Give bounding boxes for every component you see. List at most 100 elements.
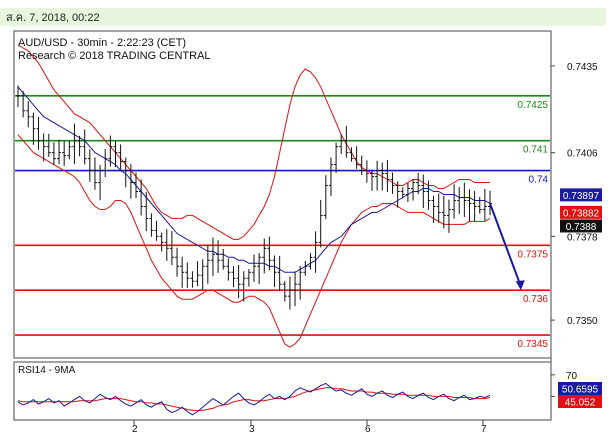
price-bar-24 — [139, 179, 144, 216]
price-bar-78 — [416, 172, 421, 195]
price-bar-77 — [411, 179, 416, 201]
price-bar-23 — [134, 172, 138, 199]
svg-text:0.7388: 0.7388 — [566, 222, 597, 233]
price-bar-53 — [287, 276, 292, 310]
price-bar-38 — [210, 237, 215, 277]
price-bar-46 — [252, 254, 256, 282]
rsi-panel-frame — [13, 361, 552, 421]
price-bar-15 — [92, 157, 97, 190]
x-tick-label-3: 7 — [481, 424, 487, 435]
price-bar-12 — [77, 135, 82, 157]
y-tick-label-2: 0.7378 — [567, 232, 598, 243]
price-bar-82 — [436, 193, 441, 223]
price-bar-67 — [359, 155, 364, 176]
price-bar-64 — [344, 125, 349, 158]
price-bar-86 — [457, 187, 462, 214]
rsi-title: RSI14 - 9MA — [18, 365, 76, 376]
level-label-4: 0.736 — [523, 294, 548, 305]
svg-text:0.73882: 0.73882 — [563, 208, 600, 219]
price-bar-0 — [16, 85, 20, 108]
level-label-0: 0.7425 — [517, 100, 548, 111]
price-bar-41 — [226, 258, 231, 281]
price-bar-19 — [113, 141, 118, 168]
chart-title: AUD/USD - 30min - 2:22:23 (CET) — [18, 37, 186, 49]
price-bar-43 — [236, 264, 241, 299]
price-bar-71 — [380, 162, 385, 191]
price-bar-7 — [51, 142, 56, 166]
bollinger-lower — [17, 134, 491, 348]
level-label-3: 0.7375 — [517, 249, 548, 260]
svg-text:0.73897: 0.73897 — [563, 191, 600, 202]
price-bar-62 — [334, 142, 339, 173]
price-bar-91 — [482, 188, 487, 221]
rsi-line — [17, 382, 491, 416]
price-bar-60 — [323, 175, 328, 220]
price-bar-25 — [144, 192, 149, 232]
price-bar-32 — [180, 256, 185, 288]
rsi-value-tag-1: 45.052 — [558, 395, 602, 409]
price-bar-85 — [452, 184, 457, 219]
price-bar-84 — [446, 199, 451, 233]
forecast-arrow-line — [489, 203, 522, 287]
price-tag-2: 0.7388 — [560, 219, 602, 233]
chart-subtitle: Research © 2018 TRADING CENTRAL — [18, 50, 211, 62]
rsi-ma-line — [17, 387, 491, 411]
date-header-bar — [0, 8, 606, 26]
price-bar-61 — [328, 157, 333, 196]
price-bar-11 — [72, 123, 77, 165]
y-tick-label-1: 0.7406 — [567, 149, 598, 160]
rsi-value-tag-0: 50.6595 — [558, 382, 602, 396]
price-bar-50 — [272, 255, 277, 288]
price-bar-45 — [246, 269, 251, 287]
price-bar-88 — [467, 189, 472, 222]
price-bar-75 — [400, 187, 405, 199]
price-bar-42 — [231, 266, 236, 288]
y-tick-label-0: 0.7435 — [567, 62, 598, 73]
y-tick-label-3: 0.7350 — [567, 316, 598, 327]
price-bar-6 — [46, 133, 51, 157]
price-bar-54 — [293, 271, 298, 307]
price-bar-39 — [216, 240, 221, 273]
price-tag-0: 0.73897 — [560, 188, 602, 202]
price-bar-68 — [364, 160, 369, 183]
price-bar-26 — [149, 213, 154, 237]
price-bar-65 — [349, 147, 354, 162]
level-label-5: 0.7345 — [517, 339, 548, 350]
price-bar-81 — [431, 195, 436, 223]
price-bar-21 — [123, 157, 128, 188]
price-bar-35 — [195, 261, 200, 287]
price-bar-58 — [313, 231, 318, 273]
price-bar-27 — [154, 220, 159, 241]
price-bar-83 — [441, 195, 446, 229]
price-bar-47 — [257, 252, 262, 285]
price-bar-2 — [26, 101, 31, 128]
price-bar-70 — [375, 160, 380, 191]
price-bar-31 — [175, 247, 180, 277]
price-bar-48 — [262, 238, 267, 274]
price-bar-72 — [385, 159, 390, 193]
price-bar-8 — [57, 139, 62, 164]
price-bar-79 — [421, 174, 426, 209]
price-bar-9 — [62, 141, 67, 166]
price-panel-frame — [13, 30, 552, 359]
price-bar-80 — [426, 180, 431, 210]
price-bar-44 — [241, 271, 246, 302]
price-bar-5 — [41, 133, 46, 162]
price-bar-1 — [21, 91, 26, 118]
price-bar-66 — [354, 146, 359, 169]
level-label-2: 0.74 — [529, 175, 549, 186]
price-bar-16 — [98, 165, 103, 201]
price-bar-59 — [318, 199, 323, 248]
price-bar-56 — [303, 260, 308, 276]
price-bar-29 — [164, 229, 169, 261]
price-bar-20 — [118, 144, 123, 170]
price-bar-28 — [159, 232, 164, 252]
price-bar-87 — [462, 182, 467, 218]
date-header-text: ส.ค. 7, 2018, 00:22 — [6, 12, 100, 24]
price-bar-10 — [67, 141, 72, 160]
price-bar-3 — [31, 112, 36, 145]
price-bar-52 — [282, 280, 287, 302]
price-bar-14 — [87, 149, 92, 182]
price-bar-57 — [308, 253, 313, 270]
